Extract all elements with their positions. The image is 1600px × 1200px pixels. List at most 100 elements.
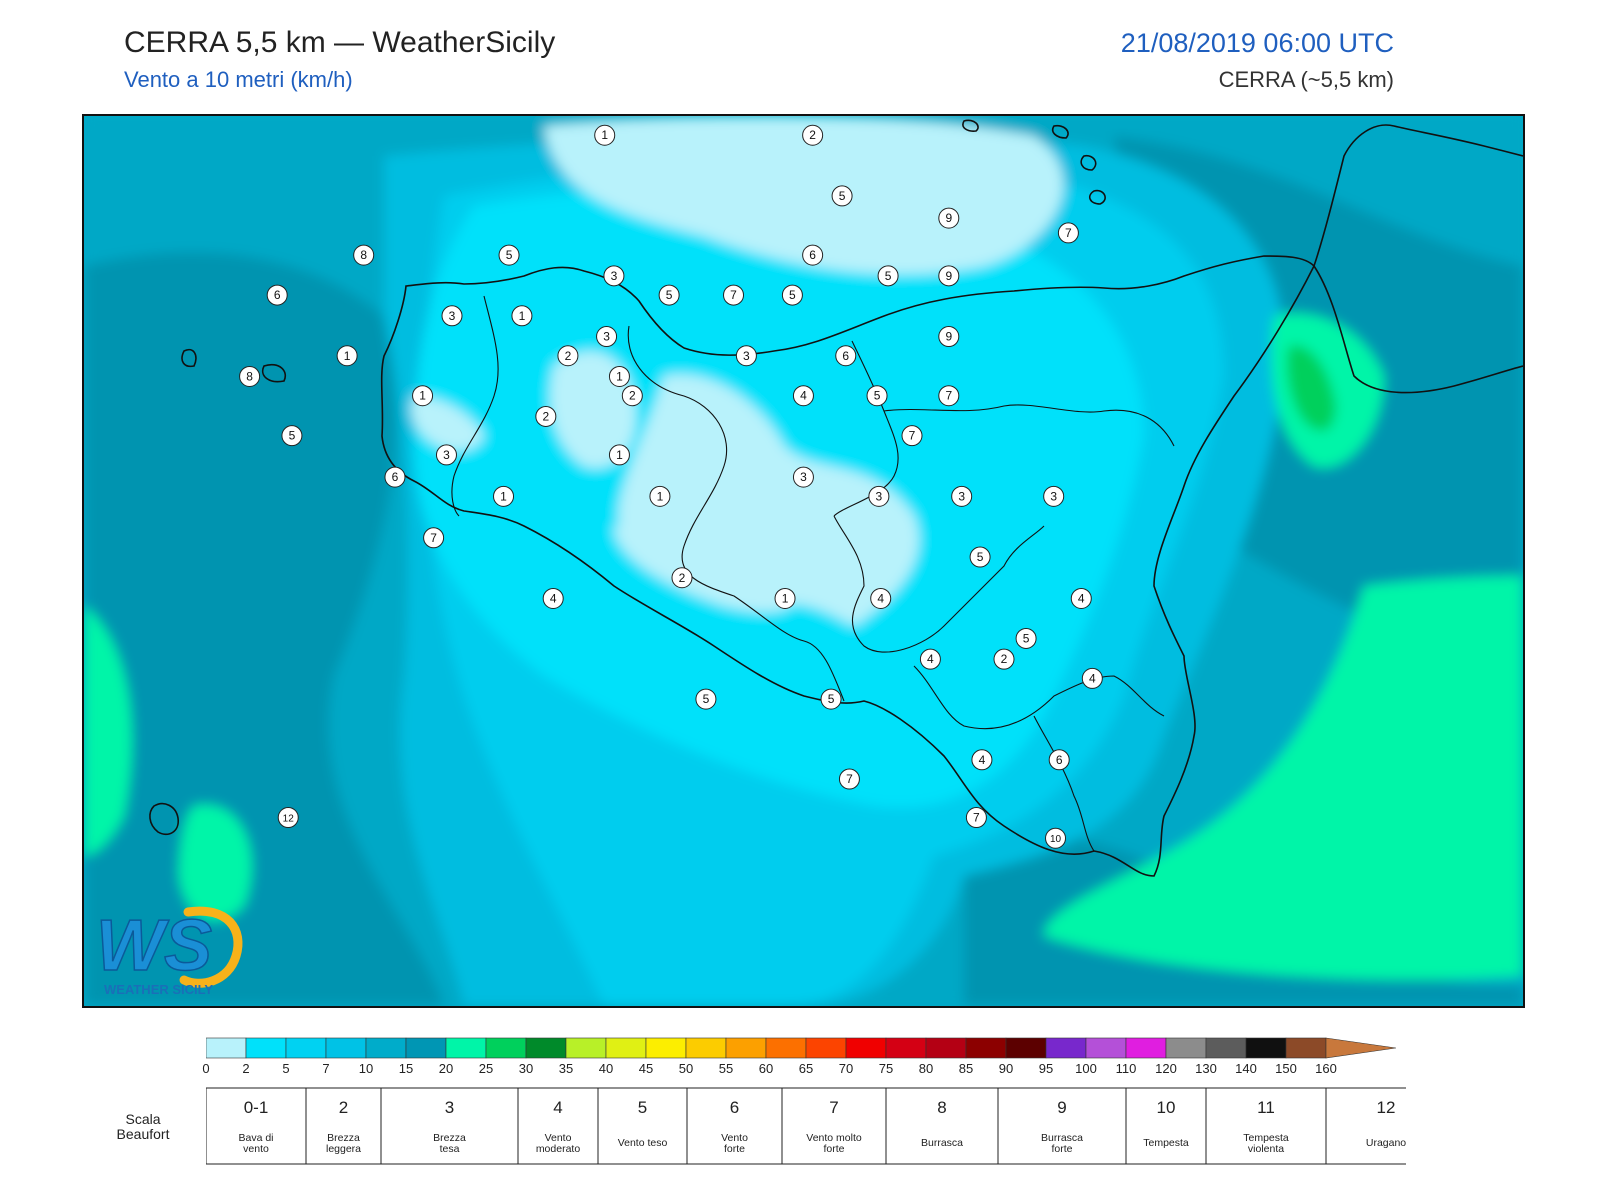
- station-value: 7: [730, 288, 737, 302]
- station-marker: 3: [792, 466, 814, 488]
- field-west-dark: [84, 252, 444, 1006]
- beaufort-description: forte: [1051, 1143, 1072, 1155]
- station-circle: [239, 365, 261, 387]
- colorbar-tick: 95: [1038, 1061, 1054, 1076]
- beaufort-description: Bava di: [238, 1132, 273, 1144]
- station-marker: 9: [938, 326, 960, 348]
- station-circle: [774, 587, 796, 609]
- beaufort-description: Tempesta: [1243, 1132, 1289, 1144]
- colorbar-swatch: [965, 1037, 1007, 1059]
- station-value: 5: [1023, 631, 1030, 645]
- border-palermo-messina: [833, 340, 899, 517]
- beaufort-description: vento: [243, 1143, 269, 1155]
- colorbar-tick: 5: [282, 1061, 290, 1076]
- station-circle: [1045, 827, 1067, 849]
- station-value: 1: [782, 591, 789, 605]
- station-value: 1: [616, 448, 623, 462]
- station-marker: 3: [1043, 485, 1065, 507]
- station-marker: 7: [838, 768, 860, 790]
- station-circle: [971, 749, 993, 771]
- colorbar-tick: 10: [358, 1061, 374, 1076]
- station-marker: 4: [1070, 587, 1092, 609]
- station-marker: 7: [423, 527, 445, 549]
- station-value: 5: [506, 248, 513, 262]
- station-circle: [441, 305, 463, 327]
- colorbar-tick: 90: [998, 1061, 1014, 1076]
- beaufort-class: 12 Uragano: [1325, 1087, 1406, 1165]
- station-circle: [1043, 485, 1065, 507]
- colorbar-swatch: [645, 1037, 687, 1059]
- station-value: 6: [1056, 753, 1063, 767]
- station-value: 9: [945, 211, 952, 225]
- station-marker: 12: [277, 807, 299, 829]
- station-value: 7: [430, 531, 437, 545]
- station-circle: [493, 485, 515, 507]
- station-circle: [802, 124, 824, 146]
- beaufort-description: Uragano: [1366, 1137, 1406, 1149]
- station-value: 4: [927, 652, 934, 666]
- station-value: 4: [1089, 671, 1096, 685]
- colorbar-swatch: [1085, 1037, 1127, 1059]
- colorbar-tick: 120: [1155, 1061, 1177, 1076]
- station-marker: 5: [877, 265, 899, 287]
- station-marker: 5: [831, 185, 853, 207]
- beaufort-description: Burrasca: [1041, 1132, 1083, 1144]
- station-marker: 9: [938, 265, 960, 287]
- field-strong-west: [84, 606, 132, 856]
- beaufort-number: 5: [638, 1098, 647, 1117]
- colorbar-tick: 150: [1275, 1061, 1297, 1076]
- border-palermo-caltanissetta: [627, 325, 845, 702]
- station-marker: 6: [1048, 749, 1070, 771]
- station-value: 3: [800, 470, 807, 484]
- station-circle: [1057, 222, 1079, 244]
- station-circle: [792, 466, 814, 488]
- station-marker: 7: [965, 807, 987, 829]
- field-calm-north: [544, 116, 1064, 275]
- station-value: 5: [874, 389, 881, 403]
- colorbar-swatch: [525, 1037, 567, 1059]
- beaufort-number: 0-1: [244, 1098, 269, 1117]
- colorbar-swatch: [206, 1037, 247, 1059]
- station-circle: [938, 326, 960, 348]
- station-value: 12: [283, 814, 295, 825]
- station-circle: [608, 444, 630, 466]
- colorbar-tick: 35: [558, 1061, 574, 1076]
- station-marker: 4: [971, 749, 993, 771]
- colorbar-swatch: [765, 1037, 807, 1059]
- station-circle: [951, 485, 973, 507]
- station-circle: [802, 244, 824, 266]
- station-circle: [969, 546, 991, 568]
- station-circle: [870, 587, 892, 609]
- beaufort-description: Vento teso: [618, 1137, 668, 1149]
- coast-ustica: [962, 119, 979, 132]
- field-strong-east: [1044, 576, 1523, 980]
- station-value: 1: [344, 349, 351, 363]
- station-circle: [336, 345, 358, 367]
- station-circle: [603, 265, 625, 287]
- station-value: 3: [958, 489, 965, 503]
- beaufort-class: 10 Tempesta: [1125, 1087, 1207, 1165]
- coast-linosa: [149, 802, 179, 836]
- station-value: 6: [274, 288, 281, 302]
- colorbar-tick: 50: [678, 1061, 694, 1076]
- station-circle: [1081, 667, 1103, 689]
- border-catania-ragusa: [913, 665, 1165, 730]
- station-circle: [423, 527, 445, 549]
- field-calm-nw: [411, 396, 484, 451]
- station-circle: [835, 345, 857, 367]
- station-value: 9: [945, 330, 952, 344]
- station-value: 3: [743, 349, 750, 363]
- station-value: 6: [392, 470, 399, 484]
- station-marker: 2: [535, 405, 557, 427]
- station-circle: [266, 284, 288, 306]
- field-gale-ionian: [1287, 345, 1336, 431]
- colorbar-swatch: [885, 1037, 927, 1059]
- station-circle: [277, 807, 299, 829]
- station-value: 1: [601, 128, 608, 142]
- colorbar-swatch: [565, 1037, 607, 1059]
- station-marker: 1: [594, 124, 616, 146]
